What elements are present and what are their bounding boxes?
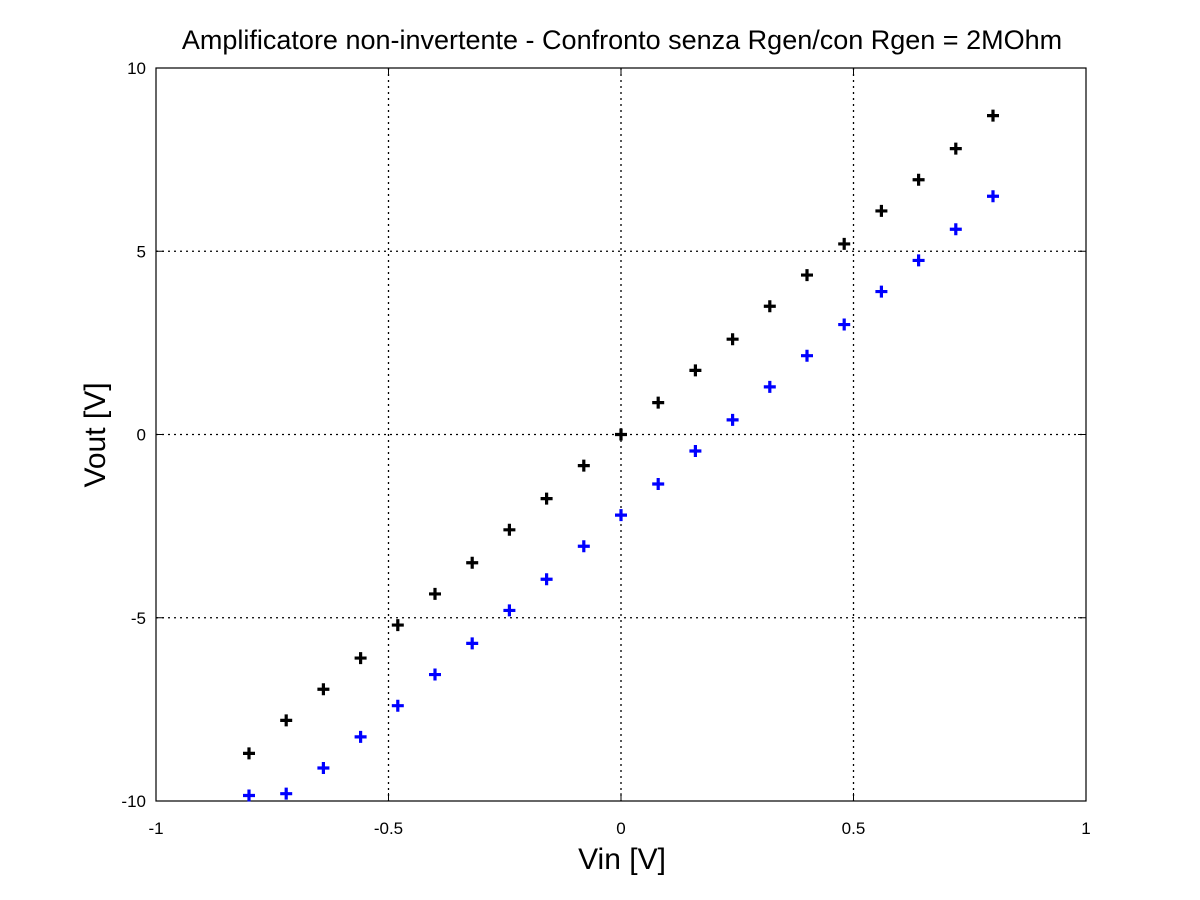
data-point [912,254,925,267]
x-tick-label: -1 [148,819,163,838]
data-point [726,413,739,426]
x-tick-label: 1 [1081,819,1090,838]
data-point [763,380,776,393]
data-point [912,173,925,186]
data-point [243,747,255,760]
data-point [466,556,479,569]
data-point [280,787,293,800]
data-point [689,444,702,457]
data-point [838,318,851,331]
y-tick-label: -5 [131,609,146,628]
data-point [243,789,255,802]
chart-title: Amplificatore non-invertente - Confronto… [182,25,1062,55]
series-2 [243,190,999,802]
data-point [838,237,851,250]
data-point [689,364,702,377]
x-tick-labels: -1 -0.5 0 0.5 1 [148,819,1090,838]
data-point [875,204,888,217]
data-point [652,396,665,409]
y-tick-labels: -10 -5 0 5 10 [121,59,146,811]
y-tick-label: 0 [137,426,146,445]
data-point [987,109,999,122]
data-point [354,652,367,665]
data-point [503,604,516,617]
x-tick-label: 0 [616,819,625,838]
data-point [466,637,479,650]
data-point [875,285,888,298]
data-point [615,428,627,441]
data-point [317,762,330,775]
data-point [801,269,813,282]
y-axis-label: Vout [V] [79,382,112,487]
series-1 [243,109,999,760]
data-point [391,619,404,632]
data-point [801,349,813,362]
data-point [949,142,962,155]
axis-ticks [155,67,1087,802]
data-point [763,300,776,313]
data-point [429,587,441,600]
data-point [577,540,590,553]
data-points [243,109,999,802]
x-tick-label: -0.5 [374,819,403,838]
data-point [577,459,590,472]
y-tick-label: 10 [127,59,146,78]
data-point [949,223,962,236]
data-point [391,699,404,712]
data-point [987,190,999,203]
data-point [540,573,553,586]
data-point [652,477,665,490]
data-point [354,730,367,743]
data-point [726,333,739,346]
y-tick-label: -10 [121,792,146,811]
y-tick-label: 5 [137,242,146,261]
data-point [280,714,293,727]
data-point [615,509,627,522]
data-point [317,683,330,696]
data-point [429,668,441,681]
x-axis-label: Vin [V] [578,843,666,876]
data-point [540,492,553,505]
x-tick-label: 0.5 [842,819,866,838]
data-point [503,523,516,536]
